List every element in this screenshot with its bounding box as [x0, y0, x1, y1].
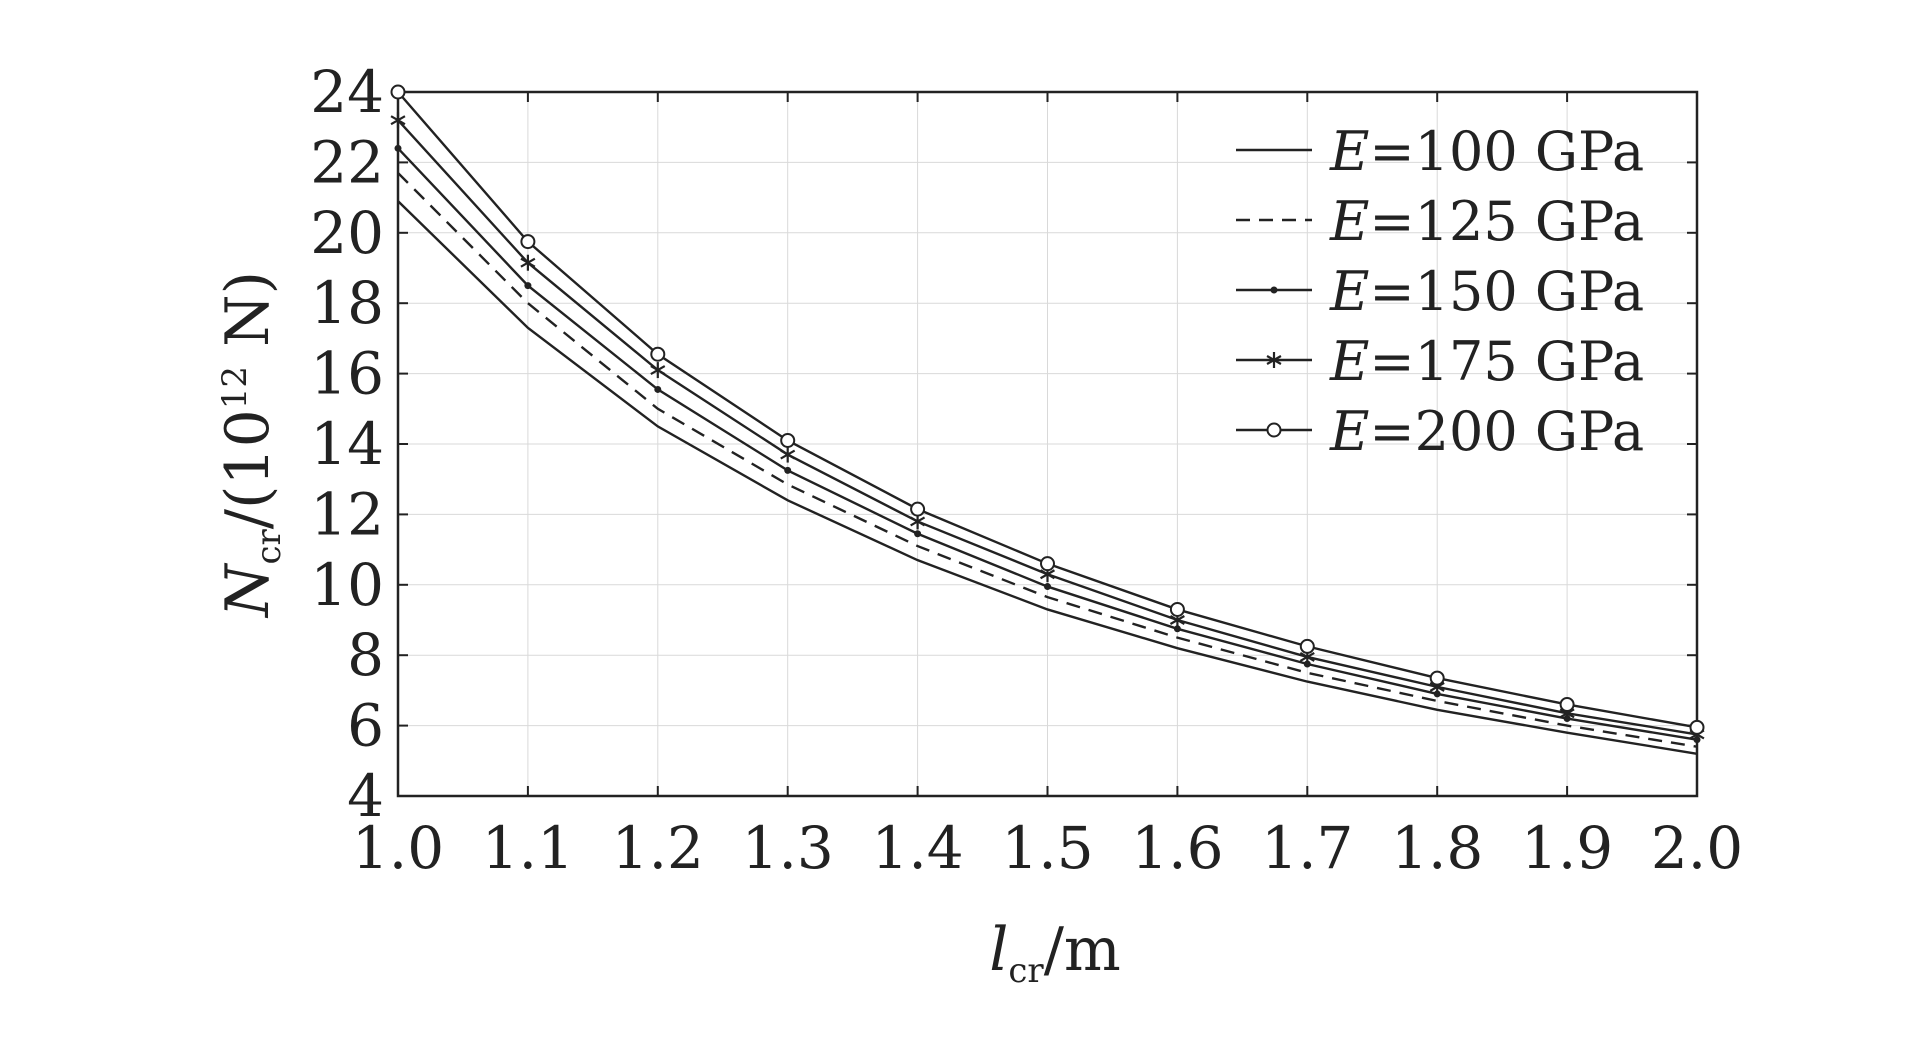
data-point-circle	[390, 84, 406, 100]
y-tick-label: 22	[310, 128, 384, 196]
x-axis-title-symbol: l	[989, 915, 1008, 985]
x-axis-title: lcr/m	[989, 915, 1121, 991]
data-point-circle	[650, 346, 666, 362]
data-point-dot	[1173, 625, 1181, 633]
x-tick-label: 1.6	[1131, 814, 1223, 882]
x-tick-label: 2.0	[1651, 814, 1743, 882]
y-tick-label: 12	[310, 480, 384, 548]
x-tick-label: 1.3	[742, 814, 834, 882]
data-point-dot	[654, 385, 662, 393]
y-tick-label: 8	[347, 621, 384, 689]
legend-item: E=200 GPa	[1236, 400, 1644, 463]
x-tick-label: 1.5	[1001, 814, 1093, 882]
y-tick-label: 18	[310, 269, 384, 337]
series-path	[397, 200, 1698, 755]
y-tick-label: 20	[310, 199, 384, 267]
data-point-circle	[1266, 422, 1282, 438]
y-tick-label: 10	[310, 551, 384, 619]
data-point-circle	[1169, 601, 1185, 617]
x-tick-label: 1.7	[1261, 814, 1353, 882]
legend-label: E=150 GPa	[1329, 260, 1644, 323]
series-line	[397, 172, 1698, 748]
data-point-asterisk	[390, 112, 406, 129]
data-point-circle	[780, 432, 796, 448]
y-axis-title-symbol: N	[213, 562, 283, 619]
legend-label: E=125 GPa	[1329, 190, 1644, 253]
legend-item: E=150 GPa	[1236, 260, 1644, 323]
y-axis-title: Ncr/(1012 N)	[213, 271, 289, 619]
data-point-circle	[1689, 719, 1705, 735]
data-point-dot	[394, 144, 402, 152]
x-tick-label: 1.2	[612, 814, 704, 882]
series-path	[397, 172, 1698, 748]
data-point-dot	[1270, 286, 1278, 294]
series-line	[397, 200, 1698, 755]
data-point-dot	[914, 530, 922, 538]
x-tick-label: 1.4	[871, 814, 963, 882]
data-point-asterisk	[780, 446, 796, 463]
series-line	[390, 112, 1705, 743]
data-point-asterisk	[1266, 352, 1282, 368]
data-point-dot	[1044, 583, 1051, 591]
legend-item: E=175 GPa	[1236, 330, 1644, 393]
x-tick-label: 1.0	[352, 814, 444, 882]
y-axis-title-suffix: N)	[213, 271, 283, 366]
legend-item: E=125 GPa	[1236, 190, 1644, 253]
y-axis-title-sup: 12	[215, 366, 255, 409]
legend-label: E=175 GPa	[1329, 330, 1644, 393]
data-point-dot	[524, 282, 532, 290]
y-tick-label: 24	[310, 58, 384, 126]
series-line	[390, 84, 1705, 735]
data-point-circle	[1559, 696, 1575, 712]
y-axis-title-sub: cr	[249, 528, 289, 564]
y-axis-title-prefix: /(10	[213, 409, 283, 529]
y-tick-label: 6	[347, 692, 384, 760]
data-point-circle	[910, 501, 926, 517]
svg-text:Ncr/(1012 N): Ncr/(1012 N)	[213, 271, 289, 619]
x-axis-ticks: 1.0 1.1 1.2 1.3 1.4 1.5 1.6 1.7 1.8 1.9 2.0	[352, 92, 1743, 882]
y-tick-label: 16	[310, 340, 384, 408]
data-point-dot	[784, 466, 792, 474]
x-axis-title-sub: cr	[1008, 951, 1044, 991]
x-tick-label: 1.8	[1391, 814, 1483, 882]
y-tick-label: 14	[310, 410, 384, 478]
series-line	[394, 144, 1701, 744]
legend: E=100 GPa E=125 GPa E=150 GPa E=175 GPa E=20…	[1236, 120, 1644, 463]
x-tick-label: 1.1	[482, 814, 574, 882]
data-point-circle	[1040, 556, 1055, 572]
y-tick-label: 4	[347, 762, 384, 830]
data-point-circle	[1429, 670, 1445, 686]
legend-item: E=100 GPa	[1236, 120, 1644, 183]
data-point-circle	[520, 234, 536, 250]
legend-label: E=100 GPa	[1329, 120, 1644, 183]
data-point-asterisk	[650, 362, 666, 379]
series-group	[390, 84, 1705, 755]
data-point-circle	[1299, 638, 1315, 654]
legend-label: E=200 GPa	[1329, 400, 1644, 463]
data-point-asterisk	[520, 254, 536, 271]
x-axis-title-unit: /m	[1044, 915, 1121, 985]
x-tick-label: 1.9	[1521, 814, 1613, 882]
